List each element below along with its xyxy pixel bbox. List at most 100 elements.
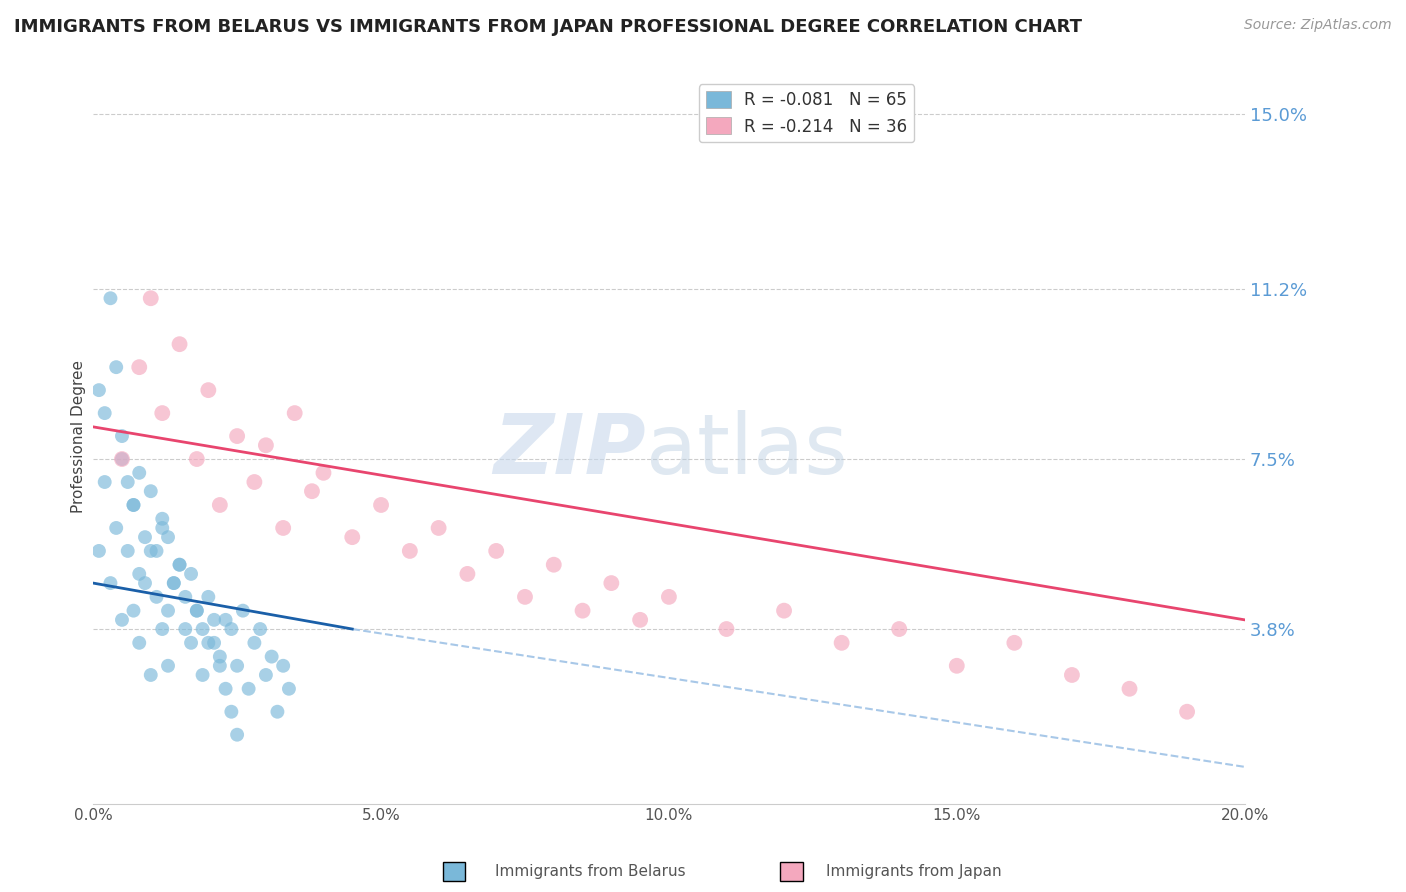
Point xyxy=(93,475,115,489)
Point xyxy=(1175,705,1198,719)
Point xyxy=(208,649,231,664)
Point xyxy=(889,622,911,636)
Point xyxy=(100,291,122,305)
Text: Immigrants from Belarus: Immigrants from Belarus xyxy=(495,863,686,879)
Point xyxy=(260,649,283,664)
Point xyxy=(191,668,214,682)
Point xyxy=(174,590,197,604)
Point xyxy=(271,521,294,535)
Point xyxy=(456,566,478,581)
Point xyxy=(716,622,738,636)
Point xyxy=(370,498,392,512)
Point xyxy=(150,512,173,526)
Point xyxy=(139,544,162,558)
Point xyxy=(301,484,323,499)
Point xyxy=(157,604,180,618)
Point xyxy=(214,613,236,627)
Point xyxy=(266,705,288,719)
Point xyxy=(232,604,254,618)
Point xyxy=(628,613,651,627)
Point xyxy=(111,429,134,443)
Point xyxy=(180,566,202,581)
Point xyxy=(226,658,249,673)
Point xyxy=(946,658,969,673)
Point xyxy=(243,636,266,650)
Point xyxy=(122,498,145,512)
Point xyxy=(278,681,301,696)
Point xyxy=(117,544,139,558)
Point xyxy=(163,576,186,591)
Point xyxy=(342,530,364,544)
Point xyxy=(139,291,162,305)
Point xyxy=(427,521,450,535)
Point xyxy=(111,452,134,467)
Point xyxy=(1060,668,1083,682)
Point xyxy=(254,668,277,682)
Point xyxy=(254,438,277,452)
Point xyxy=(208,658,231,673)
Point xyxy=(312,466,335,480)
Point xyxy=(105,521,128,535)
Point xyxy=(543,558,565,572)
Point xyxy=(226,429,249,443)
Point xyxy=(117,475,139,489)
Point xyxy=(513,590,536,604)
Text: ZIP: ZIP xyxy=(494,410,645,491)
Point xyxy=(180,636,202,650)
Point xyxy=(128,360,150,375)
Point xyxy=(150,622,173,636)
Point xyxy=(87,383,110,397)
Point xyxy=(111,452,134,467)
Point xyxy=(87,544,110,558)
Point xyxy=(485,544,508,558)
Point xyxy=(221,622,243,636)
Point xyxy=(831,636,853,650)
Point xyxy=(105,360,128,375)
Point xyxy=(128,636,150,650)
Point xyxy=(169,558,191,572)
Point xyxy=(1118,681,1140,696)
Point xyxy=(271,658,294,673)
Point xyxy=(169,337,191,351)
Point xyxy=(111,613,134,627)
Point xyxy=(1002,636,1025,650)
Text: Immigrants from Japan: Immigrants from Japan xyxy=(827,863,1001,879)
Point xyxy=(186,452,208,467)
Point xyxy=(202,613,225,627)
Point xyxy=(249,622,271,636)
Point xyxy=(208,498,231,512)
Point xyxy=(197,383,219,397)
Point xyxy=(150,521,173,535)
Y-axis label: Professional Degree: Professional Degree xyxy=(72,359,86,513)
Point xyxy=(243,475,266,489)
Point xyxy=(773,604,796,618)
Point xyxy=(226,728,249,742)
Point xyxy=(93,406,115,420)
Point xyxy=(145,544,167,558)
Point xyxy=(284,406,307,420)
Point xyxy=(150,406,173,420)
Point xyxy=(157,658,180,673)
Point xyxy=(202,636,225,650)
Point xyxy=(157,530,180,544)
Point xyxy=(163,576,186,591)
Point xyxy=(571,604,593,618)
Point xyxy=(221,705,243,719)
Point xyxy=(191,622,214,636)
Point xyxy=(214,681,236,696)
Point xyxy=(398,544,420,558)
Point xyxy=(197,590,219,604)
Text: Source: ZipAtlas.com: Source: ZipAtlas.com xyxy=(1244,18,1392,32)
Point xyxy=(169,558,191,572)
Text: atlas: atlas xyxy=(645,410,848,491)
Legend: R = -0.081   N = 65, R = -0.214   N = 36: R = -0.081 N = 65, R = -0.214 N = 36 xyxy=(699,84,914,142)
Point xyxy=(174,622,197,636)
Point xyxy=(139,668,162,682)
Point xyxy=(600,576,623,591)
Point xyxy=(145,590,167,604)
Point xyxy=(134,530,156,544)
Point xyxy=(128,466,150,480)
Point xyxy=(186,604,208,618)
Point xyxy=(186,604,208,618)
Point xyxy=(238,681,260,696)
